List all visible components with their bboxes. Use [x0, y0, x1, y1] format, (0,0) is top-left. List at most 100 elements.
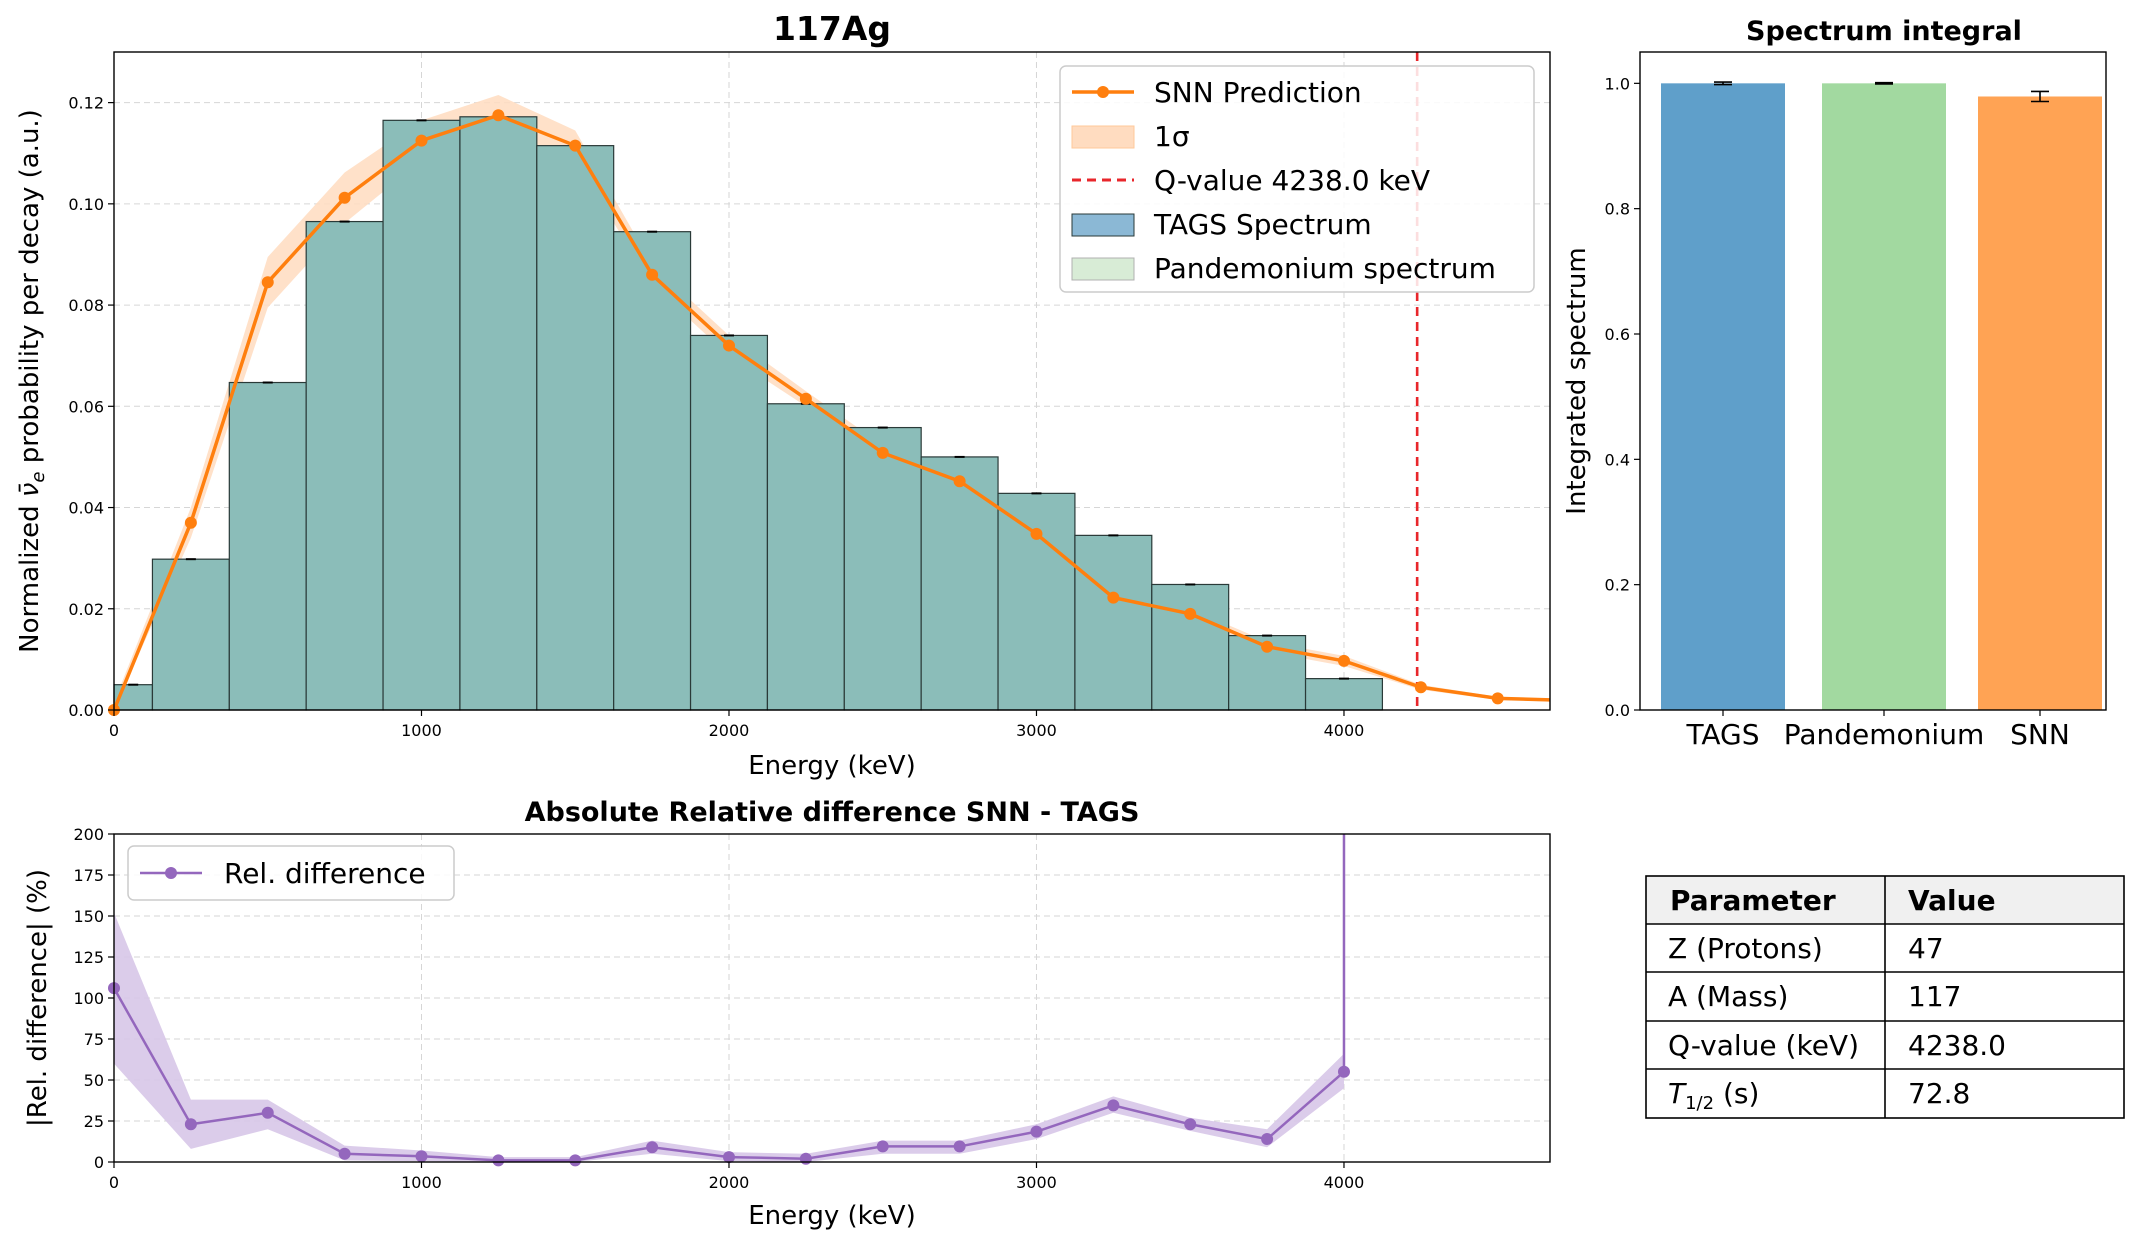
x-tick-label: 4000: [1324, 721, 1365, 740]
y-tick-label: 0.12: [68, 94, 104, 113]
halflife-unit: (s): [1714, 1077, 1759, 1110]
snn-prediction-line: [108, 109, 1551, 716]
tags-bar: [997, 492, 1076, 711]
x-tick-label: 1000: [401, 1173, 442, 1192]
main-x-label: Energy (keV): [748, 751, 916, 781]
snn-point: [1337, 654, 1350, 667]
tags-bar: [1151, 583, 1230, 711]
table-cell-value: 72.8: [1908, 1077, 1970, 1110]
rel-diff-line: [108, 834, 1350, 1167]
tags-bar: [151, 558, 230, 711]
rel-legend-marker: [165, 867, 177, 879]
y-tick-label: 0.00: [68, 701, 104, 720]
legend-pandemonium-label: Pandemonium spectrum: [1154, 252, 1496, 285]
table-cell-param: A (Mass): [1668, 980, 1788, 1013]
legend-pandemonium-swatch: [1071, 257, 1135, 281]
tags-bar: [920, 456, 999, 711]
tags-bar: [382, 119, 461, 711]
integral-error-bars: [1714, 81, 2049, 103]
main-spectrum-chart: 0 1000 2000 3000 4000 0.000.020.040.060.080.…: [15, 9, 1551, 781]
rel-point: [1261, 1133, 1274, 1146]
main-title: 117Ag: [773, 9, 891, 48]
table-cell-value: 47: [1908, 932, 1944, 965]
x-tick-label: TAGS: [1685, 718, 1759, 751]
snn-point: [184, 516, 197, 529]
y-tick-label: 150: [73, 907, 104, 926]
tags-bar: [1074, 534, 1153, 711]
integral-bars: [1661, 83, 2102, 711]
snn-point: [569, 139, 582, 152]
y-tick-label: 125: [73, 948, 104, 967]
rel-point: [569, 1154, 582, 1167]
rel-point: [492, 1154, 505, 1167]
snn-point: [646, 268, 659, 281]
table-header-value: Value: [1908, 884, 1996, 917]
y-tick-label: 0.8: [1605, 200, 1630, 219]
rel-x-ticks: 0 1000 2000 3000 4000: [109, 1162, 1364, 1192]
y-tick-label: 0.4: [1605, 450, 1630, 469]
integral-y-ticks: 0.0 0.2 0.4 0.6 0.8 1.0: [1605, 74, 1640, 720]
rel-point: [646, 1141, 659, 1154]
y-tick-label: 0.06: [68, 397, 104, 416]
rel-band-area: [114, 912, 1344, 1162]
rel-legend-label: Rel. difference: [224, 857, 426, 890]
tags-bar: [305, 220, 384, 711]
params-table: Parameter Value Z (Protons) 47 A (Mass) …: [1645, 875, 2125, 1119]
rel-point: [799, 1152, 812, 1165]
rel-x-label: Energy (keV): [748, 1201, 916, 1231]
legend-frame: [1059, 65, 1535, 293]
snn-point: [1261, 640, 1274, 653]
snn-point: [722, 339, 735, 352]
integral-bar: [1661, 83, 1785, 711]
main-legend: SNN Prediction 1σ Q-value 4238.0 keV TAG…: [1059, 65, 1535, 293]
snn-point: [415, 134, 428, 147]
tags-bar: [228, 381, 307, 711]
table-cell-param-halflife: T1/2 (s): [1668, 1077, 1759, 1114]
x-tick-label: 2000: [709, 1173, 750, 1192]
tags-bar: [843, 426, 922, 711]
legend-tags-swatch: [1071, 213, 1135, 237]
y-tick-label: 0.02: [68, 600, 104, 619]
tags-bar: [459, 116, 538, 711]
table-cell-param: Z (Protons): [1668, 932, 1823, 965]
halflife-sub: 1/2: [1685, 1093, 1714, 1114]
rel-y-ticks: 0 25 50 75 100 125 150 175 200: [73, 825, 114, 1172]
y-tick-label: 0.0: [1605, 701, 1630, 720]
y-tick-label: 175: [73, 866, 104, 885]
tags-bars: [113, 116, 1384, 711]
y-tick-label: 75: [84, 1030, 104, 1049]
main-plot-frame: [113, 51, 1551, 711]
snn-point: [953, 475, 966, 488]
rel-legend-frame: [127, 845, 455, 901]
table-header-parameter: Parameter: [1670, 884, 1836, 917]
tags-bar: [1304, 678, 1384, 711]
rel-legend: Rel. difference: [127, 845, 455, 901]
y-tick-label: 200: [73, 825, 104, 844]
snn-point: [1491, 692, 1504, 705]
integral-bar: [1978, 96, 2102, 710]
legend-snn-label: SNN Prediction: [1154, 76, 1362, 109]
y-tick-label: 0.2: [1605, 576, 1630, 595]
y-tick-label: 0.10: [68, 195, 104, 214]
integral-plot-frame: [1639, 51, 2107, 711]
x-tick-label: Pandemonium: [1784, 718, 1984, 751]
integral-chart: 0.0 0.2 0.4 0.6 0.8 1.0 TAGS Pandemonium SNN Sp…: [1562, 16, 2107, 751]
main-y-ticks: 0.00 0.02 0.04 0.06 0.08 0.10 0.12: [68, 94, 114, 720]
rel-point: [1184, 1118, 1197, 1131]
snn-point: [261, 276, 274, 289]
y-tick-label: 0: [94, 1153, 104, 1172]
snn-point: [1107, 591, 1120, 604]
x-tick-label: SNN: [2010, 718, 2070, 751]
rel-y-label: |Rel. difference| (%): [23, 869, 53, 1127]
rel-point: [1337, 1065, 1350, 1078]
main-y-label-part-1: Normalized: [15, 497, 45, 653]
x-tick-label: 4000: [1324, 1173, 1365, 1192]
snn-point: [799, 392, 812, 405]
x-tick-label: 1000: [401, 721, 442, 740]
rel-point: [338, 1147, 351, 1160]
main-y-label-nu: ν̄: [15, 483, 45, 498]
rel-point: [1107, 1099, 1120, 1112]
rel-diff-chart: 0 1000 2000 3000 4000 0 25 50 75 100 125 150 175 200…: [23, 797, 1551, 1231]
y-tick-label: 0.04: [68, 499, 104, 518]
